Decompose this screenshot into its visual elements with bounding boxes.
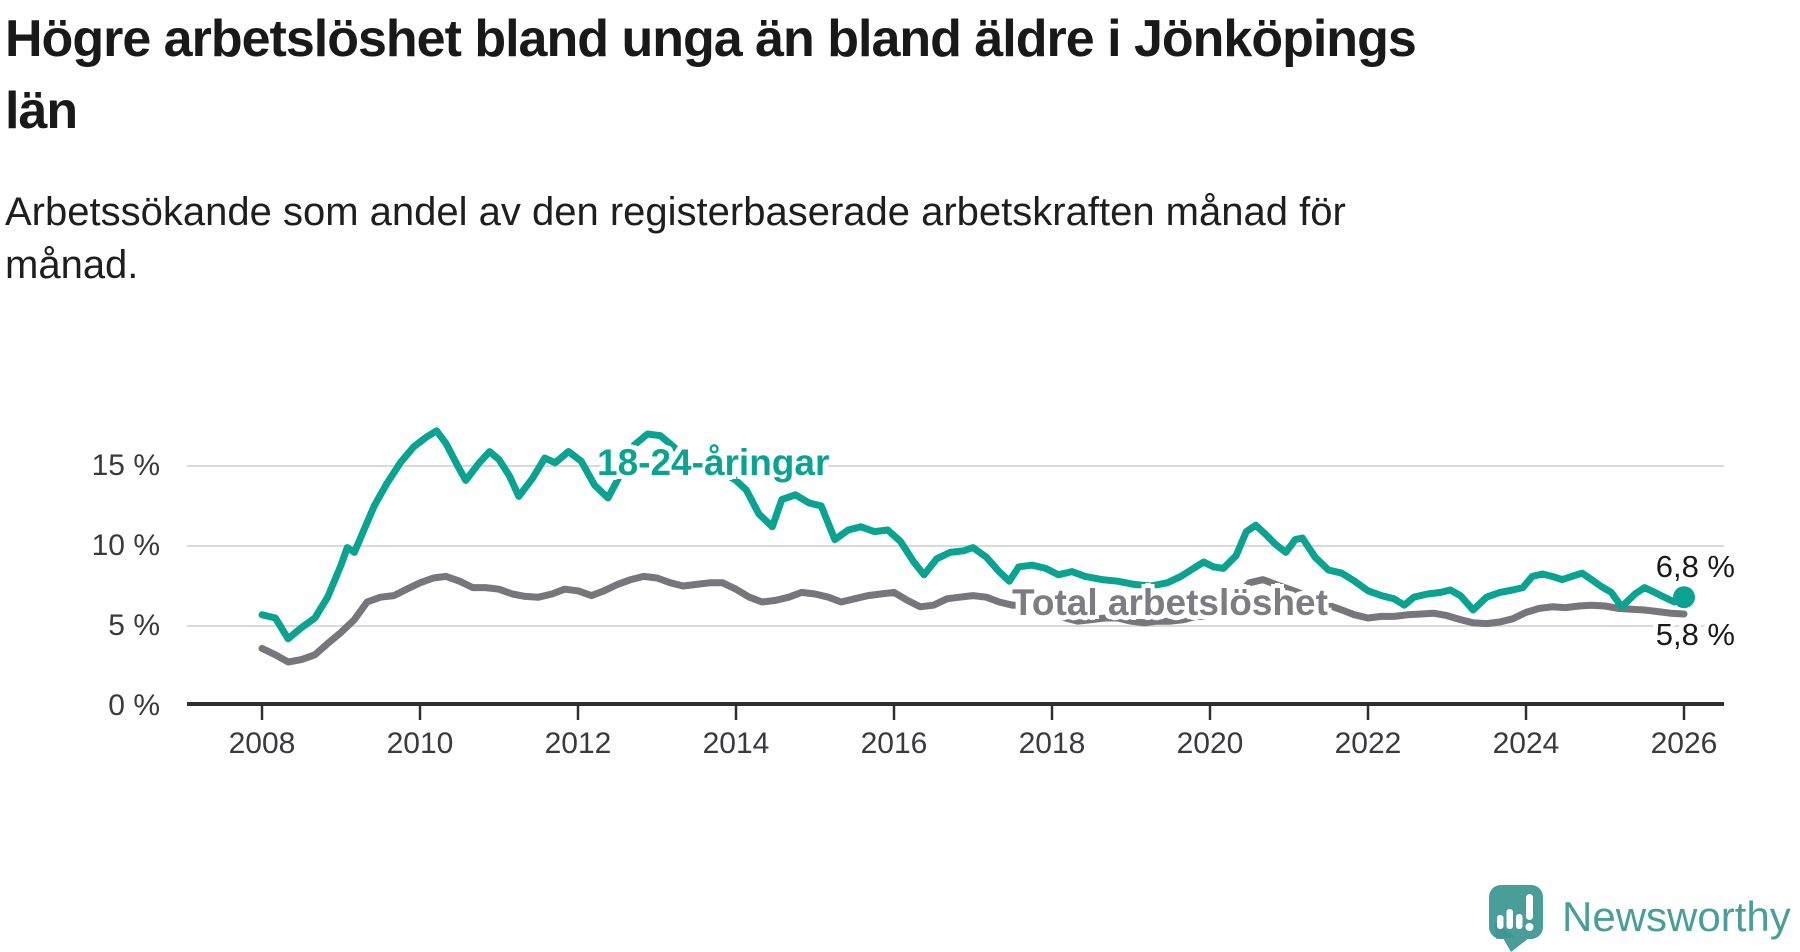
newsworthy-logo-icon (1489, 885, 1543, 952)
y-tick-label-15: 15 % (91, 449, 160, 482)
series-line-youth (258, 427, 1688, 643)
page-title-line2: län (5, 82, 78, 140)
x-tick-label-2024: 2024 (1492, 727, 1560, 760)
end-value-label-youth: 6,8 % (1655, 549, 1735, 584)
x-tick-label-2012: 2012 (544, 727, 612, 760)
chart-subtitle-line2: månad. (5, 243, 139, 287)
x-tick-label-2020: 2020 (1176, 727, 1244, 760)
brand-name: Newsworthy (1562, 893, 1791, 940)
brand-footer: Newsworthy (1486, 882, 1791, 952)
x-tick-label-2014: 2014 (702, 727, 770, 760)
y-tick-label-5: 5 % (108, 609, 160, 642)
x-tick-label-2026: 2026 (1650, 727, 1718, 760)
x-tick-label-2022: 2022 (1334, 727, 1402, 760)
page-title: Högre arbetslöshet bland unga än bland ä… (5, 3, 1645, 147)
page-title-line1: Högre arbetslöshet bland unga än bland ä… (5, 10, 1417, 68)
series-line-total (258, 572, 1688, 666)
series-end-dot-youth (1673, 586, 1695, 609)
x-tick-label-2010: 2010 (386, 727, 454, 760)
chart-subtitle-line1: Arbetssökande som andel av den registerb… (5, 190, 1346, 234)
y-tick-label-0: 0 % (108, 689, 160, 722)
y-tick-label-10: 10 % (91, 529, 160, 562)
end-value-label-total: 5,8 % (1655, 617, 1735, 652)
series-label-youth: 18-24-åringar (597, 442, 830, 483)
series-label-total: Total arbetslöshet (1012, 582, 1328, 623)
chart-subtitle: Arbetssökande som andel av den registerb… (5, 186, 1505, 292)
x-tick-label-2016: 2016 (860, 727, 928, 760)
x-tick-label-2008: 2008 (228, 727, 296, 760)
x-tick-label-2018: 2018 (1018, 727, 1086, 760)
